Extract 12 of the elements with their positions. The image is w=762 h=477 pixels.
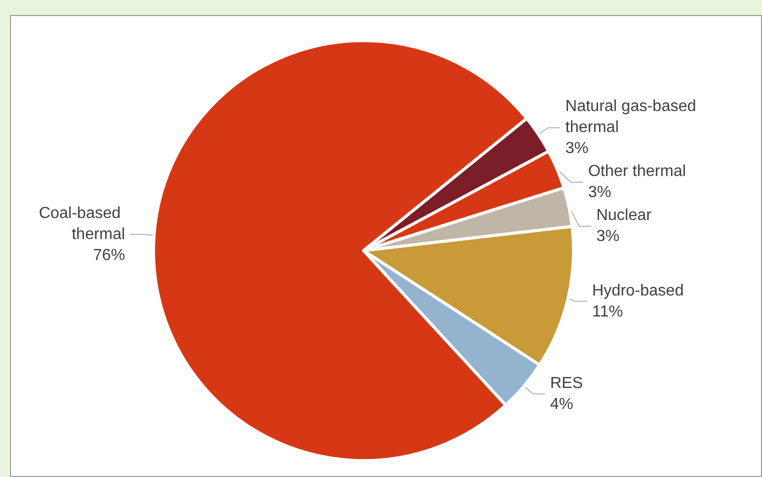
- slice-label: Natural gas-based thermal: [565, 98, 701, 136]
- slice-label: Nuclear: [596, 207, 652, 224]
- data-label: 3%: [588, 184, 612, 202]
- data-label: 3%: [565, 140, 589, 158]
- data-label: 3%: [596, 228, 620, 246]
- slice-label: Coal-based thermal: [38, 204, 126, 243]
- slice-label: Other thermal: [588, 163, 686, 180]
- data-label: 11%: [592, 303, 623, 320]
- data-label: 76%: [93, 246, 126, 264]
- slice-label: RES: [550, 374, 583, 392]
- data-label: 4%: [550, 396, 574, 413]
- slice-label: Hydro-based: [592, 282, 684, 300]
